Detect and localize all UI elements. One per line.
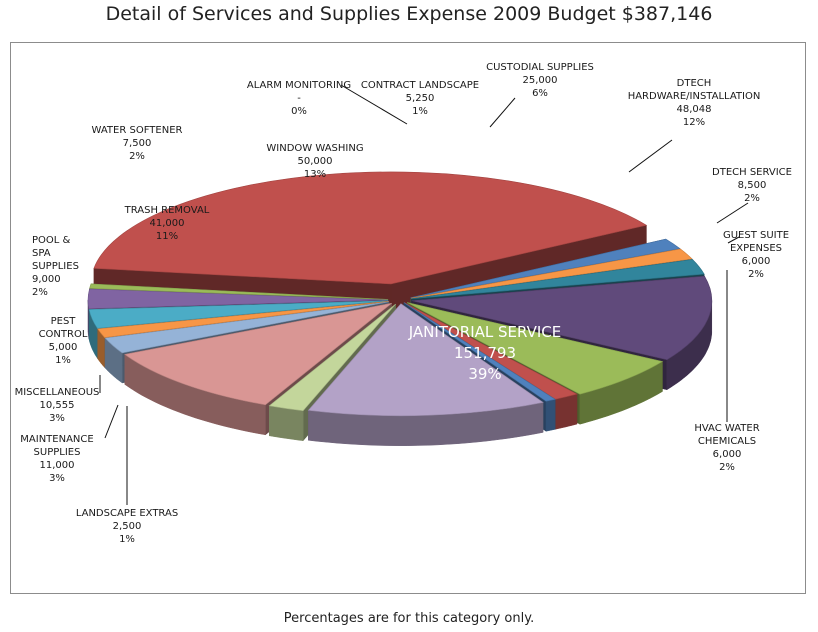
- slice-guest: [410, 248, 693, 299]
- slice-janitorial: [93, 171, 648, 285]
- slice-maint: [87, 288, 389, 310]
- data-label-maint: MAINTENANCE SUPPLIES 11,000 3%: [20, 434, 93, 484]
- slice-custodial: [407, 302, 664, 395]
- slice-rim-alarm-0: [545, 398, 556, 432]
- data-label-guest: GUEST SUITE EXPENSES 6,000 2%: [723, 230, 789, 280]
- data-label-softener: WATER SOFTENER 7,500 2%: [92, 125, 183, 162]
- slice-trash: [124, 302, 392, 406]
- slice-pool: [104, 301, 390, 354]
- leader-line-custodial: [489, 97, 516, 128]
- footnote: Percentages are for this category only.: [283, 611, 535, 626]
- slice-softener: [268, 303, 396, 412]
- slice-alarm: [403, 302, 556, 402]
- slice-pest: [97, 300, 389, 338]
- pie-labels: JANITORIAL SERVICE 151,793 39% HVAC WATER CH…: [15, 62, 792, 545]
- leader-line-dtech_hw: [628, 139, 673, 173]
- data-label-janitorial: JANITORIAL SERVICE 151,793 39%: [408, 323, 562, 383]
- data-label-landscape_extras: LANDSCAPE EXTRAS 2,500 1%: [76, 508, 178, 545]
- pie-tops: [87, 171, 713, 417]
- slice-landscape_extras: [89, 283, 389, 300]
- data-label-misc: MISCELLANEOUS 10,555 3%: [15, 387, 100, 424]
- data-label-trash: TRASH REMOVAL 41,000 11%: [124, 205, 210, 242]
- data-label-custodial: CUSTODIAL SUPPLIES 25,000 6%: [486, 62, 594, 99]
- slice-dtech_service: [411, 259, 705, 300]
- data-label-alarm: ALARM MONITORING -0%: [247, 80, 351, 117]
- slice-hvac: [410, 238, 681, 299]
- slice-dtech_hw: [411, 275, 713, 361]
- data-label-contract: CONTRACT LANDSCAPE 5,250 1%: [361, 80, 479, 117]
- data-label-pool: POOL & SPA SUPPLIES 9,000 2%: [32, 235, 79, 298]
- data-label-dtech_hw: DTECH HARDWARE/INSTALLATION 48,048 12%: [628, 78, 761, 128]
- data-label-hvac: HVAC WATER CHEMICALS 6,000 2%: [694, 423, 759, 473]
- data-label-dtech_service: DTECH SERVICE 8,500 2%: [712, 167, 792, 204]
- leader-line-alarm: [340, 84, 408, 125]
- leader-line-dtech_service: [716, 202, 749, 224]
- slice-rim-contract-0: [555, 393, 578, 430]
- slice-rim-softener-0: [269, 405, 304, 441]
- leader-line-guest: [727, 236, 740, 244]
- slice-misc: [88, 300, 389, 329]
- slice-contract: [404, 302, 578, 400]
- slice-window: [307, 303, 544, 417]
- data-label-pest: PEST CONTROL 5,000 1%: [39, 316, 88, 366]
- data-label-window: WINDOW WASHING 50,000 13%: [266, 143, 363, 180]
- chart-title: Detail of Services and Supplies Expense …: [105, 3, 713, 25]
- leader-line-maint: [104, 404, 119, 439]
